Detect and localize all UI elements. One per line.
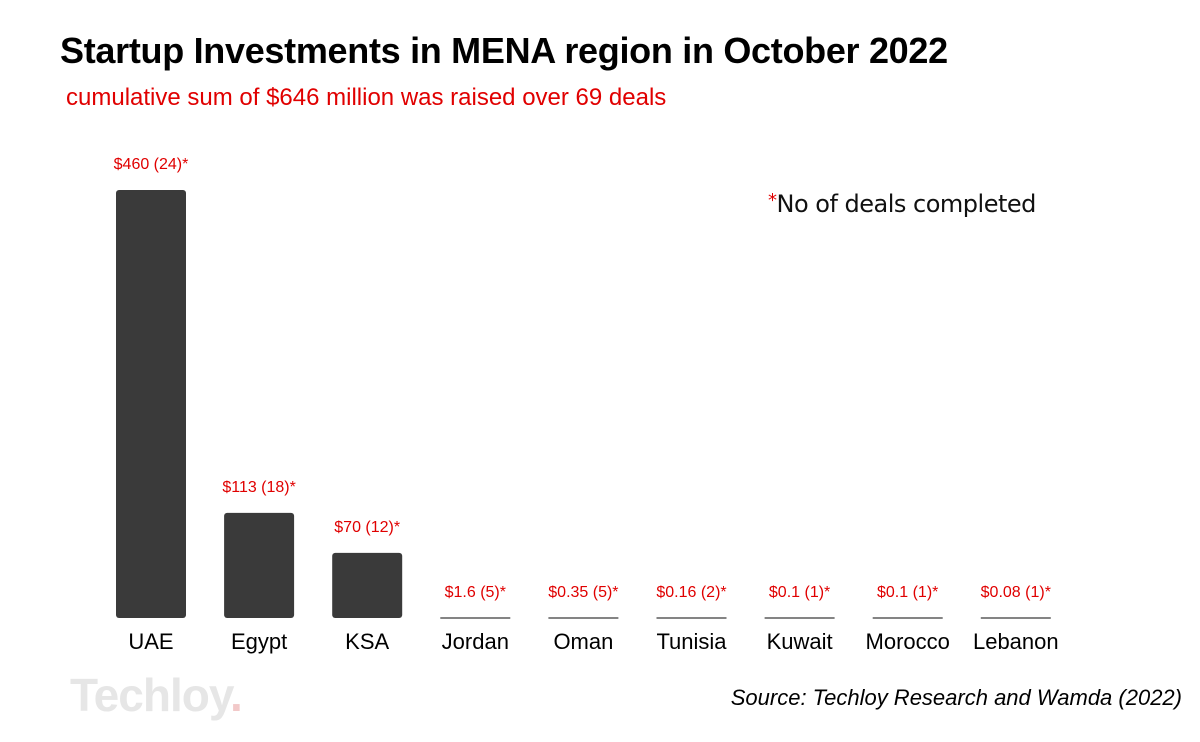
data-label-ksa: $70 (12)* bbox=[334, 519, 400, 536]
legend-note: *No of deals completed bbox=[768, 190, 1036, 218]
category-label-egypt: Egypt bbox=[231, 629, 287, 654]
chart-title: Startup Investments in MENA region in Oc… bbox=[60, 30, 948, 71]
bar-uae bbox=[116, 190, 186, 618]
source-note: Source: Techloy Research and Wamda (2022… bbox=[730, 685, 1182, 710]
data-label-lebanon: $0.08 (1)* bbox=[981, 584, 1051, 601]
category-label-morocco: Morocco bbox=[866, 629, 950, 654]
data-label-oman: $0.35 (5)* bbox=[548, 584, 618, 601]
category-label-tunisia: Tunisia bbox=[656, 629, 727, 654]
data-label-kuwait: $0.1 (1)* bbox=[769, 584, 830, 601]
data-label-egypt: $113 (18)* bbox=[222, 479, 296, 496]
bar-ksa bbox=[332, 552, 403, 618]
data-label-uae: $460 (24)* bbox=[114, 156, 189, 173]
category-label-kuwait: Kuwait bbox=[767, 629, 833, 654]
techloy-logo: Techloy. bbox=[70, 669, 243, 721]
legend-marker: * bbox=[768, 190, 777, 211]
category-label-uae: UAE bbox=[128, 629, 173, 654]
bar-egypt bbox=[224, 512, 295, 618]
category-label-lebanon: Lebanon bbox=[973, 629, 1059, 654]
category-label-ksa: KSA bbox=[345, 629, 389, 654]
legend-text: No of deals completed bbox=[776, 190, 1037, 218]
data-label-morocco: $0.1 (1)* bbox=[877, 584, 938, 601]
data-label-tunisia: $0.16 (2)* bbox=[656, 584, 726, 601]
category-label-jordan: Jordan bbox=[442, 629, 509, 654]
chart-subtitle: cumulative sum of $646 million was raise… bbox=[66, 84, 667, 111]
data-label-jordan: $1.6 (5)* bbox=[445, 584, 506, 601]
category-label-oman: Oman bbox=[553, 629, 613, 654]
